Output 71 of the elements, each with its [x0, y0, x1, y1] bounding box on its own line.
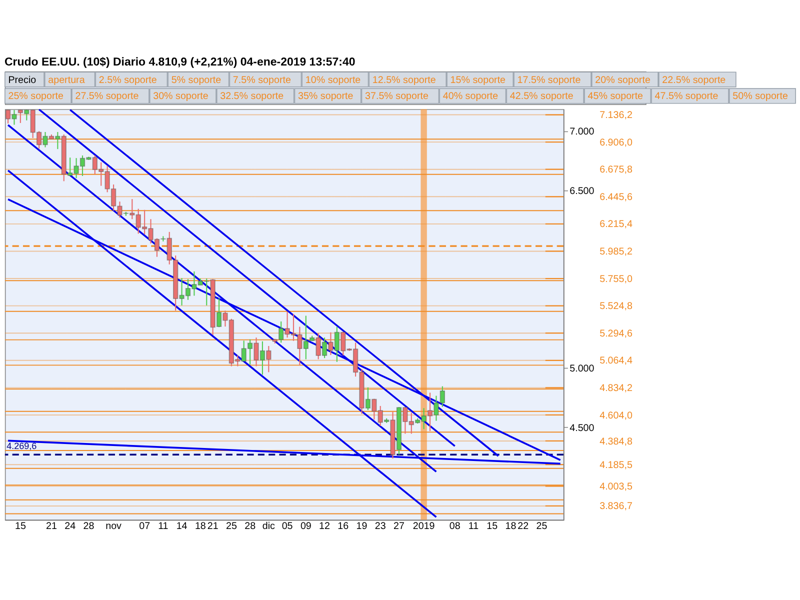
ref-line-label: 5.985,2 — [600, 246, 632, 258]
ref-line-label: 4.269,6 — [6, 440, 37, 451]
ref-line-label: 5.524,8 — [600, 301, 633, 312]
ref-line-label: 6.445,6 — [600, 192, 633, 203]
text: 47.5% soporte — [654, 91, 719, 102]
text: 45% soporte — [588, 91, 644, 102]
x-tick-label: 09 — [300, 521, 312, 532]
x-tick-label: 21 — [207, 521, 218, 532]
x-tick-label: 19 — [356, 521, 368, 532]
x-tick-label: nov — [106, 521, 122, 532]
x-tick-label: 28 — [83, 521, 95, 532]
x-tick-label: 25 — [536, 521, 548, 532]
text: 7.5% soporte — [232, 74, 292, 86]
x-tick-label: dic — [262, 521, 276, 532]
text: 5% soporte — [171, 74, 222, 86]
x-tick-label: 08 — [449, 521, 461, 532]
y-tick-label: 5.000 — [570, 364, 595, 375]
text: 12.5% soporte — [372, 74, 436, 86]
x-tick-label: 11 — [158, 521, 168, 532]
x-tick-label: 2019 — [412, 521, 436, 532]
ref-line-label: 4.604,0 — [600, 410, 633, 422]
x-tick-label: 15 — [486, 521, 498, 532]
x-tick-label: 16 — [338, 521, 350, 532]
text: 15% soporte — [450, 74, 506, 86]
ref-line-label: 4.834,2 — [600, 382, 632, 394]
text: 37.5% soporte — [365, 91, 430, 102]
ref-line-label: 7.136,2 — [600, 110, 632, 122]
ref-line-label: 4.384,8 — [600, 436, 633, 448]
ref-line-label: 3.836,7 — [600, 501, 632, 512]
x-tick-label: 05 — [282, 521, 294, 532]
x-tick-label: 18 — [194, 521, 206, 532]
x-tick-label: 22 — [518, 521, 529, 532]
ref-line-label: 5.294,6 — [600, 328, 633, 340]
text: 25% soporte — [8, 91, 64, 102]
text: 22.5% soporte — [662, 74, 726, 86]
y-tick-label: 7.000 — [570, 126, 595, 138]
x-tick-label: 21 — [46, 521, 57, 532]
x-tick-label: 15 — [14, 521, 26, 532]
x-tick-label: 11 — [468, 521, 479, 532]
text: 10% soporte — [305, 74, 362, 86]
x-tick-label: 07 — [139, 521, 150, 532]
chart-title: Crudo EE.UU. (10$) Diario 4.810,9 (+2,21%) 04-ene-2019 13:57:40 — [4, 56, 356, 69]
y-tick-label: 4.500 — [570, 423, 595, 434]
text: apertura — [48, 74, 86, 86]
y-tick-label: 6.500 — [570, 186, 595, 197]
x-tick-label: 24 — [64, 521, 76, 532]
x-tick-label: 28 — [244, 521, 256, 532]
text: 27.5% soporte — [75, 91, 140, 102]
x-tick-label: 18 — [505, 521, 517, 532]
x-tick-label: 23 — [374, 521, 386, 532]
ref-line-label: 6.906,0 — [600, 137, 633, 148]
text: 42.5% soporte — [510, 91, 574, 102]
text: 30% soporte — [153, 91, 209, 102]
ref-line-label: 6.675,8 — [600, 164, 633, 176]
text: 35% soporte — [298, 91, 354, 102]
text: 17.5% soporte — [517, 74, 582, 86]
x-tick-label: 12 — [319, 521, 330, 532]
ref-line-label: 5.064,4 — [600, 356, 633, 367]
ref-line-label: 6.215,4 — [600, 219, 633, 230]
ref-line-label: 4.003,5 — [600, 481, 633, 492]
x-tick-label: 27 — [394, 521, 404, 532]
ref-line-label: 4.185,5 — [600, 460, 633, 471]
text: 32.5% soporte — [220, 91, 284, 102]
text: 50% soporte — [732, 91, 788, 102]
x-tick-label: 25 — [226, 521, 238, 532]
text: 40% soporte — [442, 91, 499, 102]
x-tick-label: 14 — [176, 521, 188, 532]
ref-line-label: 5.755,0 — [600, 274, 633, 285]
text: 20% soporte — [595, 74, 651, 86]
text: Precio — [8, 74, 37, 86]
text: 2.5% soporte — [98, 74, 158, 86]
